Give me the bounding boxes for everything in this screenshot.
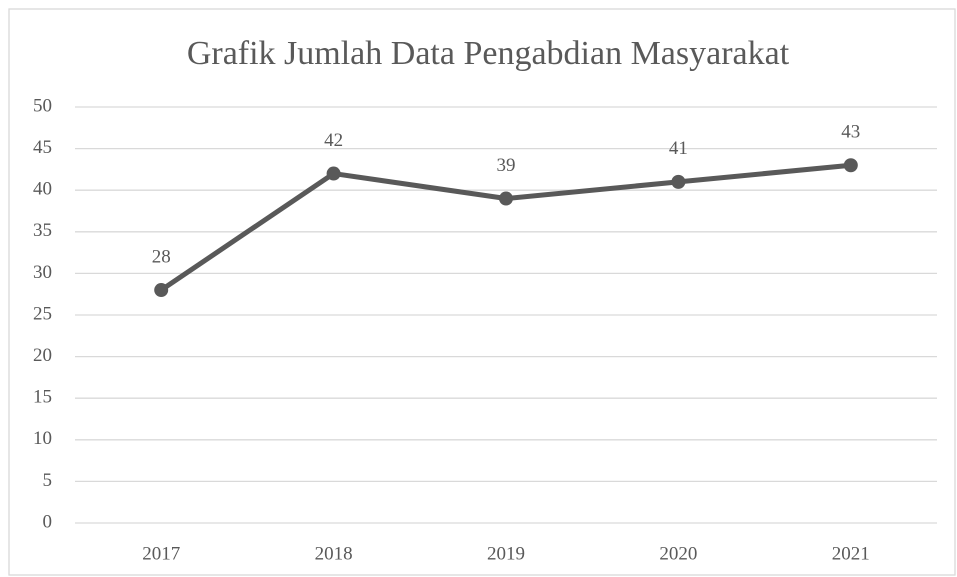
data-label: 42 xyxy=(324,130,343,151)
y-tick-label: 10 xyxy=(33,428,52,449)
data-label: 39 xyxy=(497,155,516,176)
data-label: 41 xyxy=(669,138,688,159)
data-point xyxy=(843,158,858,173)
y-tick-label: 45 xyxy=(33,137,52,158)
chart-border xyxy=(8,8,956,576)
data-label: 28 xyxy=(152,246,171,267)
x-tick-label: 2019 xyxy=(487,543,525,564)
y-tick-label: 30 xyxy=(33,262,52,283)
x-tick-label: 2018 xyxy=(315,543,353,564)
y-tick-label: 25 xyxy=(33,303,52,324)
y-tick-label: 5 xyxy=(43,470,53,491)
y-tick-label: 15 xyxy=(33,387,52,408)
y-tick-label: 40 xyxy=(33,179,52,200)
y-tick-label: 20 xyxy=(33,345,52,366)
chart-title: Grafik Jumlah Data Pengabdian Masyarakat xyxy=(187,35,790,72)
data-point xyxy=(671,174,686,189)
y-tick-label: 35 xyxy=(33,220,52,241)
data-label: 43 xyxy=(841,122,860,143)
x-tick-label: 2017 xyxy=(142,543,180,564)
y-tick-label: 50 xyxy=(33,95,52,116)
x-tick-label: 2021 xyxy=(832,543,870,564)
data-point xyxy=(326,166,341,181)
y-tick-label: 0 xyxy=(43,511,53,532)
x-tick-label: 2020 xyxy=(659,543,697,564)
data-point xyxy=(499,191,513,206)
data-point xyxy=(154,283,169,298)
